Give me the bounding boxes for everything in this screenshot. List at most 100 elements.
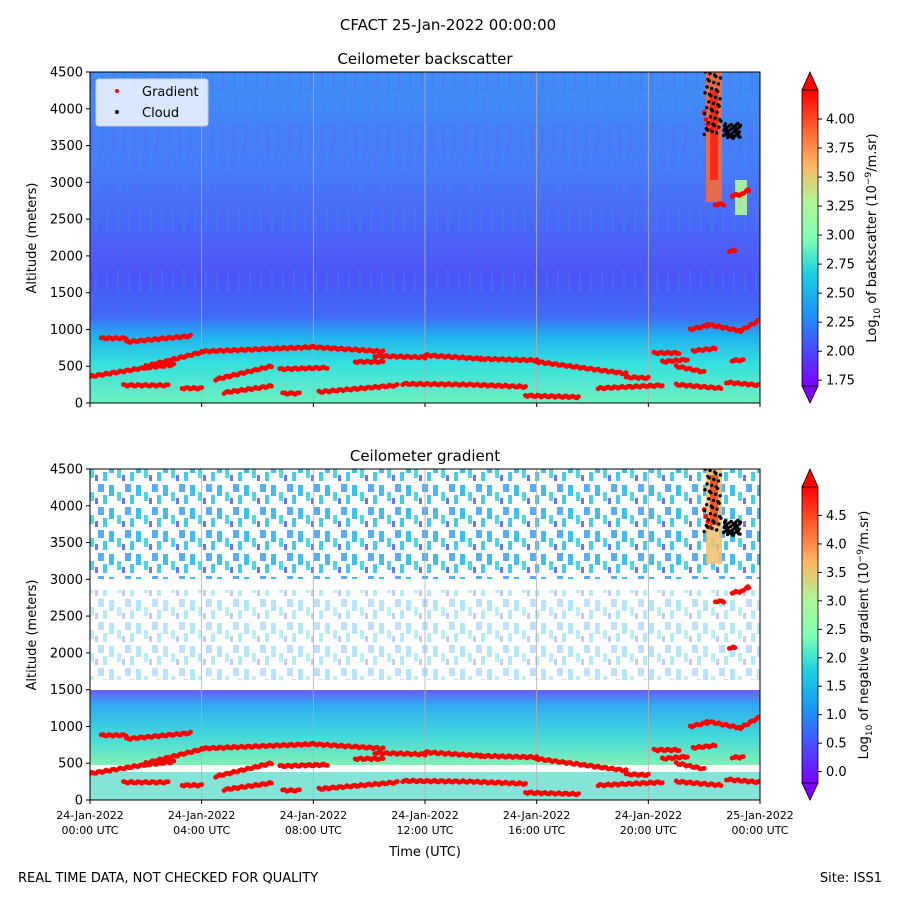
y-tick-label: 500 [58,360,83,375]
gradient-point [394,382,400,387]
gradient-point [380,359,386,364]
x-tick-time: 00:00 UTC [61,824,118,837]
cloud-point [717,125,721,129]
y-tick-label: 3500 [50,536,83,551]
colorbar-tick-label: 4.5 [826,509,847,524]
gradient-point [165,382,171,388]
colorbar-tick-label: 4.0 [826,537,847,552]
y-tick-label: 1000 [50,323,83,338]
gradient-point [380,756,386,761]
cloud-point [710,109,715,113]
backscatter-title: Ceilometer backscatter [337,50,513,68]
cloud-point [709,94,713,98]
y-tick-label: 500 [58,757,83,772]
gradient-point [732,248,738,254]
backscatter-yticks: 0 500 1000 1500 2000 2500 3000 3500 4000 4500 [50,66,90,412]
cloud-point [718,97,722,101]
cloud-point [738,135,742,139]
cloud-point [726,527,730,532]
legend-cloud-label: Cloud [142,106,179,121]
cloud-point [712,520,716,525]
cloud-point [705,128,710,132]
cloud-point [722,123,727,128]
colorbar-tick-label: 3.5 [826,566,847,581]
backscatter-plume-core [710,90,718,180]
colorbar-tick-label: 2.25 [826,316,855,331]
gradient-xlabel: Time (UTC) [388,845,461,860]
cloud-point [707,79,711,83]
x-tick-date: 24-Jan-2022 [56,809,124,822]
x-tick-date: 24-Jan-2022 [503,809,571,822]
colorbar-tick-label: 2.00 [826,345,855,360]
colorbar-tick-label: 1.75 [826,374,855,389]
legend-gradient-marker [115,89,119,93]
gradient-point [659,383,665,389]
gradient-point [703,117,709,122]
gradient-point [740,754,746,759]
gradient-point [576,791,581,796]
gradient-point [269,780,274,786]
cloud-point [716,479,721,483]
colorbar-extend-bottom [801,782,819,801]
cloud-point [710,526,714,531]
cloud-point [714,471,718,476]
cloud-point [705,525,710,529]
cloud-point [733,521,737,526]
cloud-point [711,498,716,502]
gradient-point [269,761,274,767]
y-tick-label: 2000 [50,249,83,264]
cloud-point [708,72,712,76]
gradient-point [523,781,528,786]
y-tick-label: 1500 [50,286,83,301]
cloud-point [715,110,719,114]
legend: Gradient Cloud [95,78,209,127]
gradient-title: Ceilometer gradient [350,447,500,465]
gradient-point [188,729,193,735]
x-tick-date: 24-Jan-2022 [391,809,459,822]
cloud-point [712,80,716,85]
colorbar-tick-label: 2.5 [826,623,847,638]
gradient-point [740,357,746,362]
cloud-point [712,123,716,128]
colorbar-tick-label: 3.25 [826,200,855,215]
backscatter-xticks [89,403,761,407]
colorbar-tick-label: 3.50 [826,171,855,186]
gradient-point [721,202,727,208]
cloud-point [736,528,741,533]
backscatter-ylabel: Altitude (meters) [25,183,40,294]
colorbar-tick-label: 4.00 [826,113,855,128]
gradient-point [380,348,386,354]
colorbar-extend-top [801,468,819,488]
gradient-point [701,765,707,771]
figure-title: CFACT 25-Jan-2022 00:00:00 [340,16,556,34]
gradient-point [523,384,528,389]
cloud-point [703,488,707,492]
y-tick-label: 2000 [50,646,83,661]
gradient-xticks: 24-Jan-2022 00:00 UTC 24-Jan-2022 04:00 UTC… [56,800,794,837]
gradient-gradient-points [90,507,760,798]
cloud-point [735,128,739,132]
cloud-point [712,477,716,482]
gradient-point [576,394,581,399]
x-tick-time: 12:00 UTC [396,824,453,837]
gradient-point [721,599,727,605]
gradient-point [623,370,629,376]
cloud-point [715,507,719,511]
cloud-point [738,532,742,536]
cloud-point [714,74,718,79]
x-tick-time: 16:00 UTC [508,824,565,837]
y-tick-label: 2500 [50,610,83,625]
gradient-panel: Ceilometer gradient 0 500 1000 1500 2000 2500… [25,447,875,860]
legend-box [95,78,209,127]
cloud-point [715,528,719,532]
colorbar-body [801,486,819,784]
colorbar-tick-label: 1.5 [826,680,847,695]
gradient-point [269,383,274,389]
x-tick-date: 25-Jan-2022 [726,809,794,822]
cloud-point [737,125,742,129]
colorbar-tick-label: 3.0 [826,594,847,609]
gradient-point [703,514,709,519]
cloud-point [702,529,706,534]
cloud-point [707,497,711,501]
